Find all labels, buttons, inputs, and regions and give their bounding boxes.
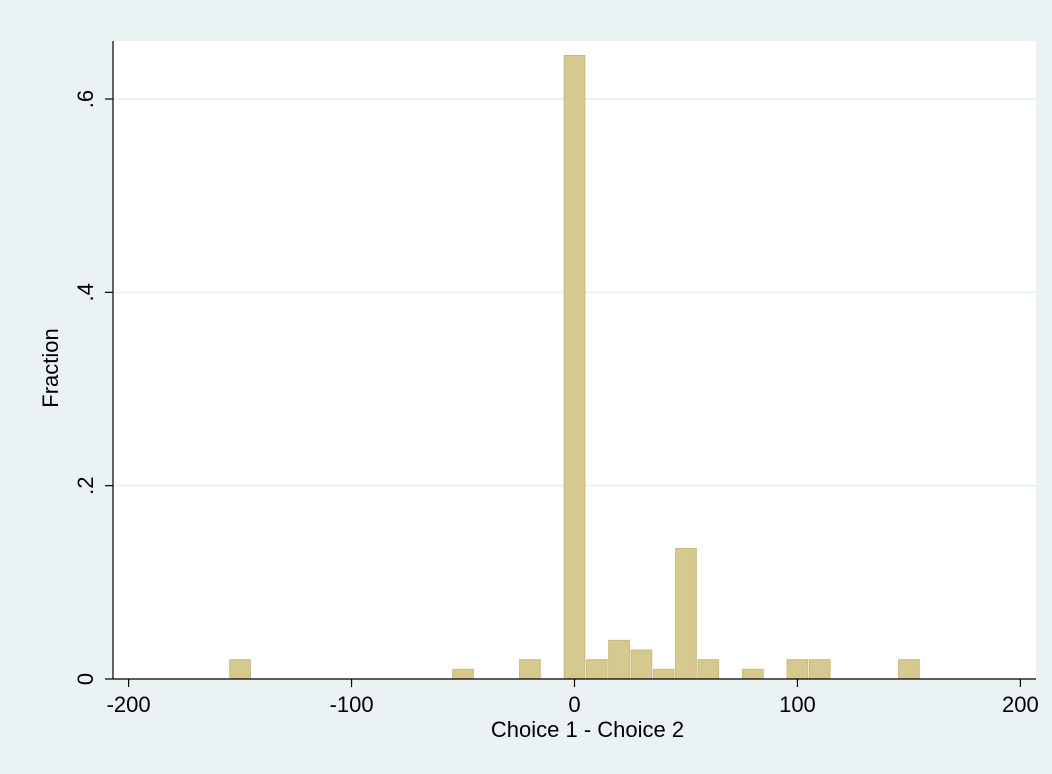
histogram-bar bbox=[808, 659, 831, 680]
histogram-bar bbox=[585, 659, 608, 680]
histogram-bar bbox=[652, 668, 675, 680]
histogram-bar bbox=[608, 639, 630, 680]
histogram-bar bbox=[630, 649, 653, 680]
histogram-bar bbox=[898, 659, 920, 680]
histogram-bar bbox=[452, 668, 474, 680]
histogram-bar bbox=[563, 55, 586, 680]
y-tick-label: .4 bbox=[73, 283, 98, 301]
axes: -200 -100 0 100 200 0 .2 .4 .6 bbox=[73, 41, 1039, 717]
histogram-bar bbox=[675, 548, 697, 680]
x-tick-label: 0 bbox=[568, 692, 580, 717]
histogram-bar bbox=[229, 659, 251, 680]
histogram-bar bbox=[786, 659, 809, 680]
x-axis-title: Choice 1 - Choice 2 bbox=[491, 717, 684, 742]
x-tick-label: 100 bbox=[779, 692, 816, 717]
histogram-bar bbox=[742, 668, 764, 680]
histogram-bar bbox=[697, 659, 720, 680]
y-tick-label: .2 bbox=[73, 476, 98, 494]
x-tick-label: 200 bbox=[1002, 692, 1039, 717]
histogram-bar bbox=[519, 659, 541, 680]
y-tick-label: 0 bbox=[73, 673, 98, 685]
y-tick-label: .6 bbox=[73, 90, 98, 108]
x-tick-label: -100 bbox=[330, 692, 374, 717]
y-axis-title: Fraction bbox=[38, 328, 63, 407]
x-tick-label: -200 bbox=[107, 692, 151, 717]
bars bbox=[229, 55, 920, 680]
